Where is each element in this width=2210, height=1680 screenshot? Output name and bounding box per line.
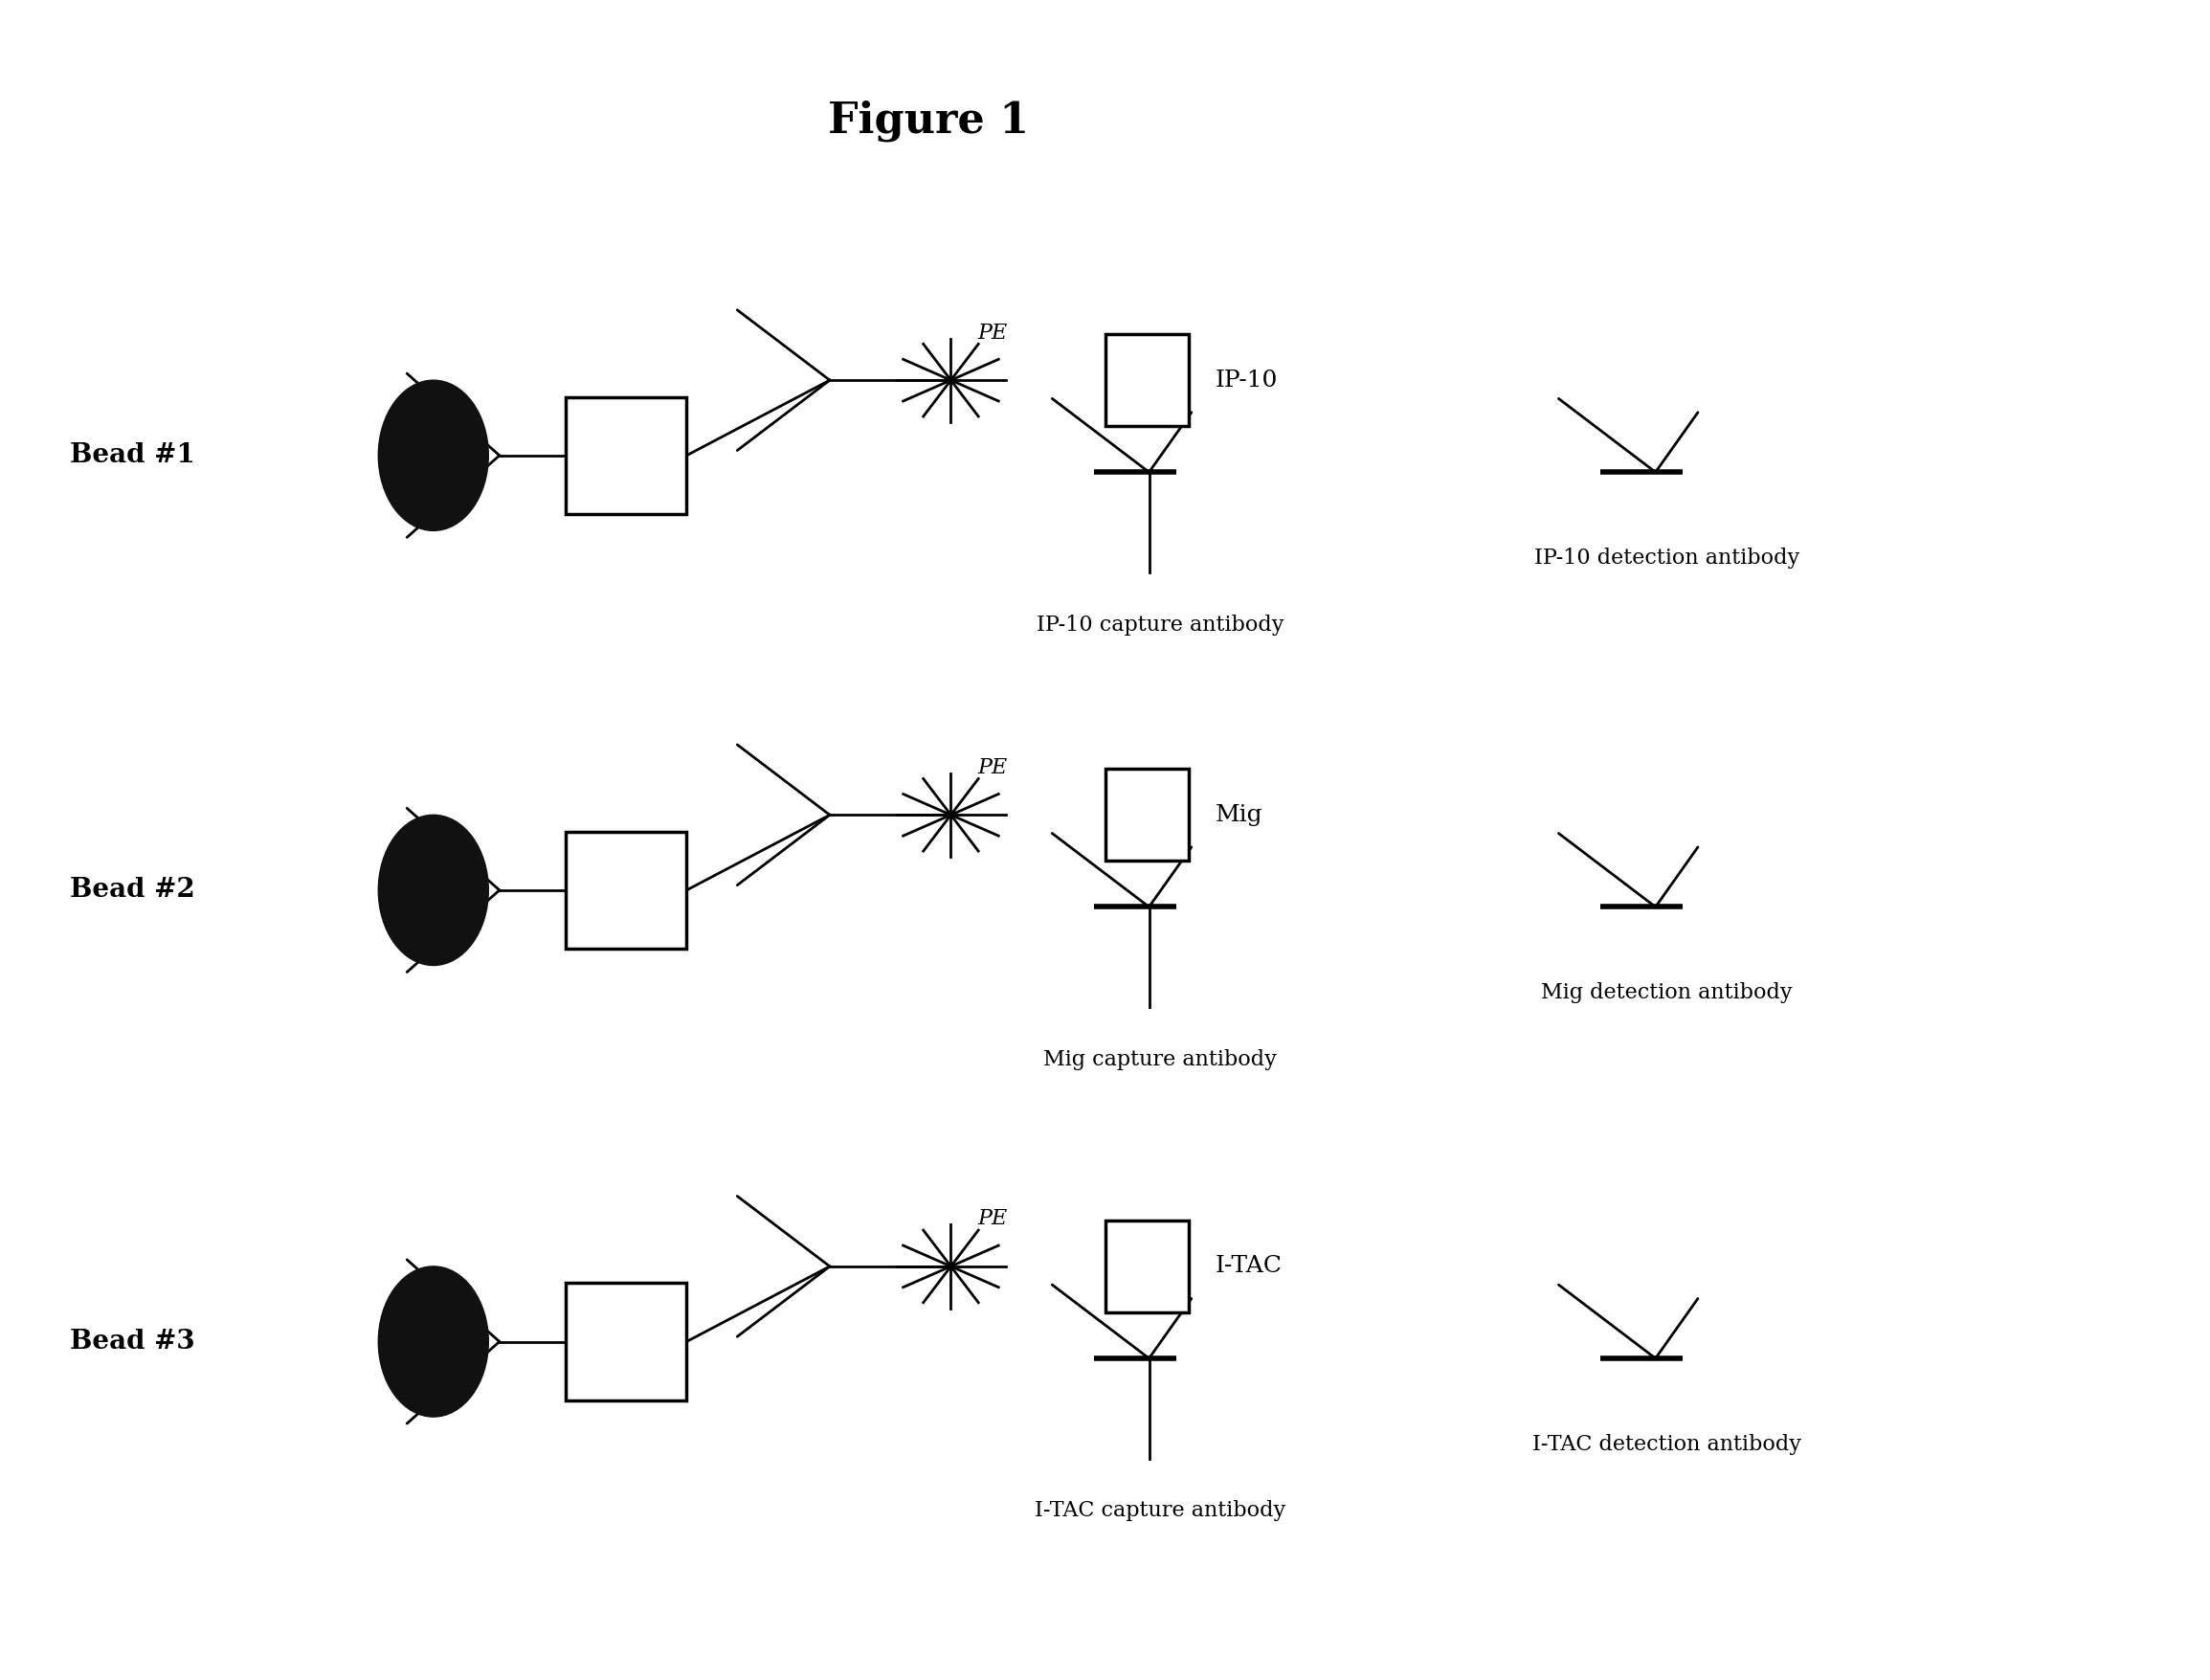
FancyBboxPatch shape [566, 832, 687, 949]
Text: I-TAC detection antibody: I-TAC detection antibody [1532, 1433, 1801, 1455]
FancyBboxPatch shape [1105, 334, 1189, 427]
Ellipse shape [378, 380, 488, 531]
Text: I-TAC capture antibody: I-TAC capture antibody [1034, 1500, 1286, 1522]
Text: PE: PE [977, 1208, 1008, 1230]
Text: Mig capture antibody: Mig capture antibody [1043, 1048, 1277, 1070]
Text: PE: PE [977, 323, 1008, 343]
Text: IP-10: IP-10 [1216, 370, 1277, 391]
FancyBboxPatch shape [566, 396, 687, 514]
Ellipse shape [378, 815, 488, 966]
Text: Bead #3: Bead #3 [71, 1329, 194, 1354]
Text: PE: PE [977, 758, 1008, 778]
FancyBboxPatch shape [1105, 1220, 1189, 1312]
Text: Bead #1: Bead #1 [71, 442, 194, 469]
Text: Mig detection antibody: Mig detection antibody [1540, 983, 1792, 1003]
Text: IP-10 detection antibody: IP-10 detection antibody [1534, 548, 1799, 568]
Text: Mig: Mig [1216, 805, 1262, 827]
FancyBboxPatch shape [566, 1284, 687, 1399]
Text: I-TAC: I-TAC [1216, 1255, 1282, 1277]
Text: Figure 1: Figure 1 [829, 101, 1030, 141]
Text: Bead #2: Bead #2 [71, 877, 194, 904]
Text: IP-10 capture antibody: IP-10 capture antibody [1036, 615, 1284, 635]
Ellipse shape [378, 1267, 488, 1416]
FancyBboxPatch shape [1105, 769, 1189, 860]
